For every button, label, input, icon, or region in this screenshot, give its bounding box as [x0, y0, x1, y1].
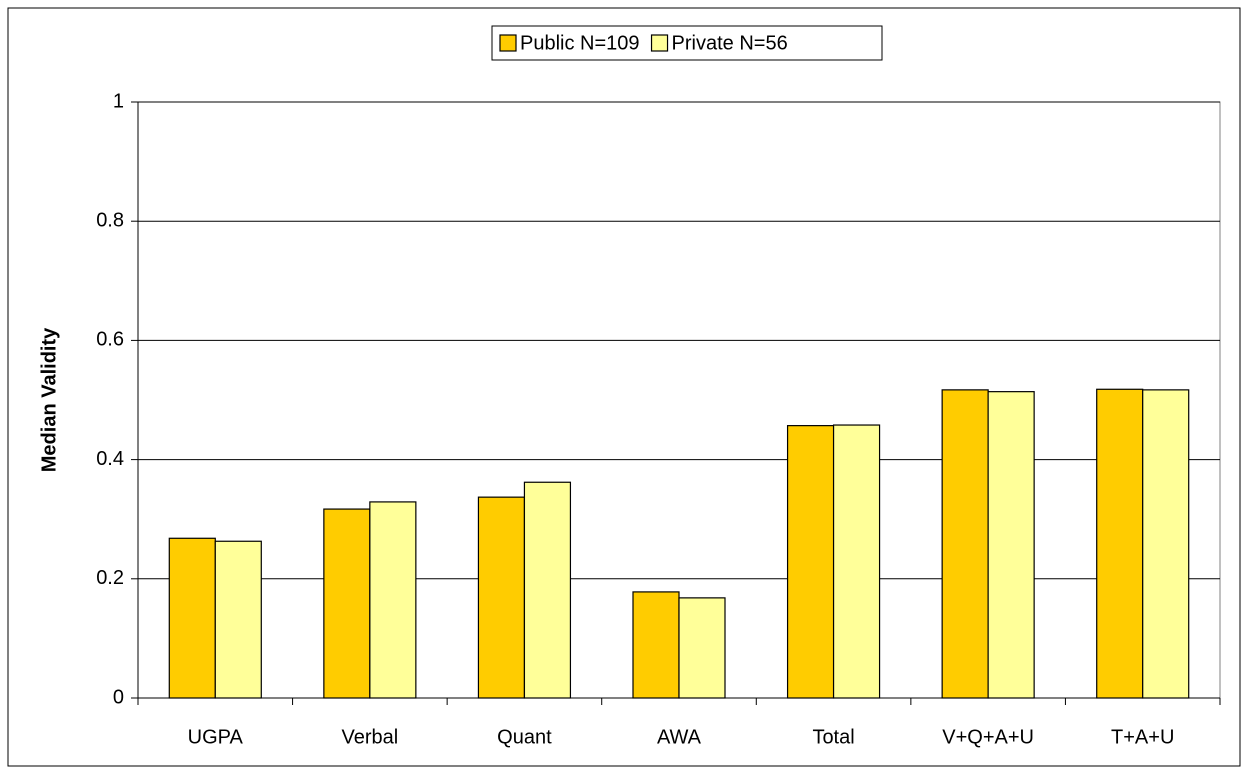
x-tick-label: V+Q+A+U — [942, 726, 1034, 748]
bar — [941, 389, 989, 699]
x-tick-label: AWA — [657, 726, 702, 748]
bar — [1096, 388, 1144, 699]
x-tick-label: UGPA — [188, 726, 244, 748]
bar — [323, 508, 371, 699]
y-tick-label: 0.8 — [96, 209, 124, 231]
y-tick-label: 0.4 — [96, 448, 124, 470]
x-tick-label: Total — [812, 726, 854, 748]
y-tick-label: 0.2 — [96, 567, 124, 589]
bar — [168, 537, 216, 699]
bar — [369, 501, 417, 699]
bar — [1142, 389, 1190, 699]
y-tick-label: 0 — [113, 686, 124, 708]
legend-label: Public N=109 — [520, 32, 640, 54]
legend-swatch — [650, 34, 669, 52]
bar — [632, 591, 680, 699]
bar — [786, 425, 835, 699]
x-tick-label: Verbal — [341, 726, 398, 748]
bar — [477, 496, 526, 699]
x-tick-label: Quant — [497, 726, 552, 748]
y-axis-label: Median Validity — [38, 327, 60, 472]
legend-swatch — [499, 34, 517, 52]
bar — [678, 597, 726, 699]
y-tick-label: 1 — [113, 90, 124, 112]
bar — [987, 391, 1035, 699]
legend-box — [491, 25, 883, 61]
bar — [214, 540, 262, 699]
legend-label: Private N=56 — [672, 32, 788, 54]
bar — [832, 424, 881, 699]
y-tick-label: 0.6 — [96, 329, 124, 351]
bar — [523, 481, 572, 699]
x-tick-label: T+A+U — [1111, 726, 1174, 748]
